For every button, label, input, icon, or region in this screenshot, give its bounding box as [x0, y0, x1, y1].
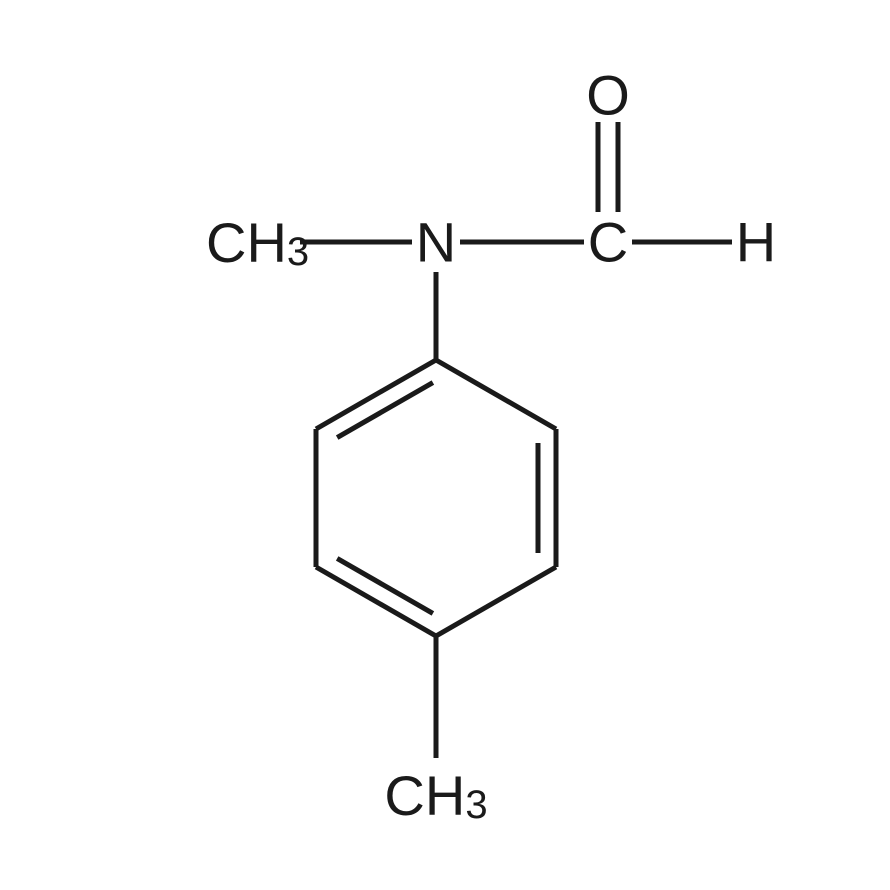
bonds — [300, 122, 732, 758]
atom-labels: O CH3 N C H CH3 — [206, 64, 776, 828]
atom-N: N — [416, 211, 456, 274]
atom-H: H — [736, 211, 776, 274]
atom-CH3_top: CH3 — [206, 211, 309, 275]
benzene-ring — [316, 360, 556, 636]
molecule-diagram: O CH3 N C H CH3 — [0, 0, 890, 890]
atom-CH3_bottom: CH3 — [384, 764, 487, 828]
atom-O: O — [586, 64, 630, 127]
atom-C_carbonyl: C — [588, 211, 628, 274]
